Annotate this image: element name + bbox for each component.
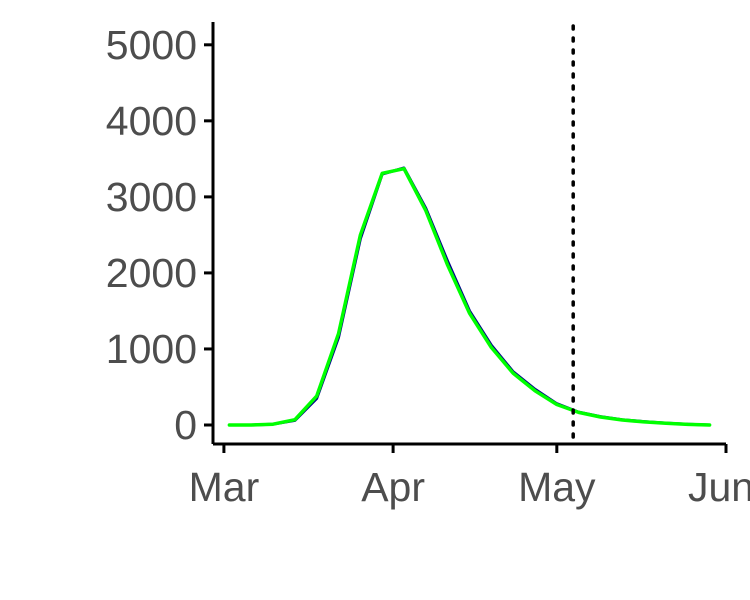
y-tick-label: 5000: [106, 22, 197, 68]
y-axis-ticks: 0 1000 2000 3000 4000 5000: [106, 22, 213, 448]
y-tick-label: 3000: [106, 174, 197, 220]
series-line-2: [227, 166, 712, 427]
series-line-1: [227, 166, 712, 427]
y-tick-label: 4000: [106, 98, 197, 144]
x-tick-label: Apr: [361, 464, 425, 510]
y-tick-label: 1000: [106, 326, 197, 372]
x-tick-label: Jun: [688, 464, 750, 510]
y-tick-label: 0: [174, 402, 197, 448]
x-tick-label: Mar: [189, 464, 260, 510]
y-tick-label: 2000: [106, 250, 197, 296]
series-layer: [227, 166, 712, 427]
x-axis-ticks: Mar Apr May Jun: [189, 444, 750, 510]
x-tick-label: May: [518, 464, 596, 510]
